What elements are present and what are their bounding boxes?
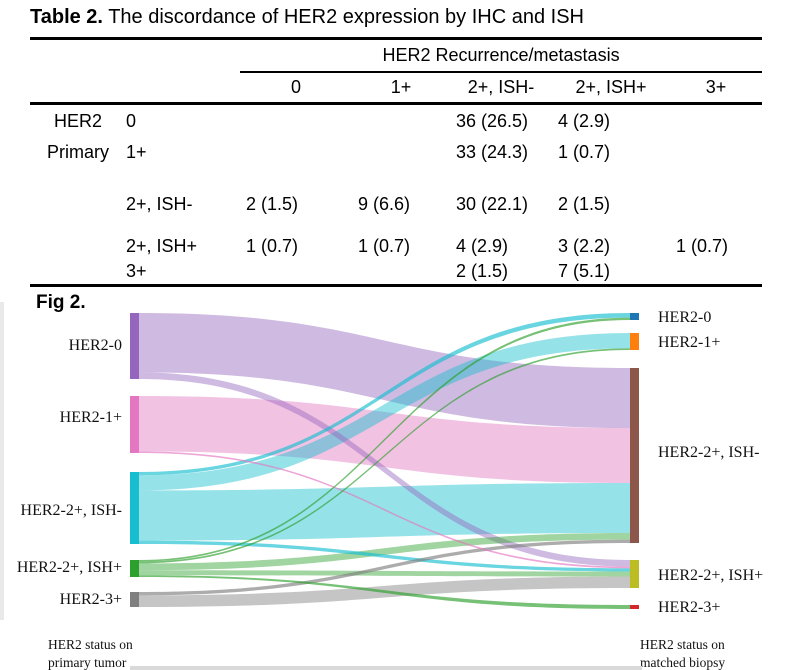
row-label-cell: 2+, ISH- [126,194,193,214]
table-cell: 3 (2.2) [558,236,611,256]
table-title: Table 2. The discordance of HER2 express… [30,6,584,29]
table-title-text: The discordance of HER2 expression by IH… [103,6,584,28]
header-spacer-cell [120,71,240,105]
right-axis-caption: HER2 status on matched biopsy [640,636,725,670]
column-header: 2+, ISH+ [552,71,670,105]
table-row: Primary 1+ 33 (24.3) 1 (0.7) [30,138,762,168]
sankey-link-HER2-2+, ISH+-to-HER2-1+ [139,348,630,564]
row-group-cell: Primary [47,142,109,162]
sankey-link-HER2-2+, ISH+-to-HER2-3+ [139,575,630,609]
table-row: HER2 0 36 (26.5) 4 (2.9) [30,104,762,138]
sankey-link-HER2-3+-to-HER2-2+, ISH- [139,539,630,596]
table-number: Table 2. [30,6,103,28]
sankey-link-HER2-0-to-HER2-2+, ISH- [139,313,630,428]
row-label-cell: 0 [126,110,137,131]
sankey-node-right-HER2-1+ [630,333,639,350]
table-cell: 1 (0.7) [676,236,729,256]
left-axis-caption-line2: primary tumor [48,654,127,670]
cropped-edge-artifact-left [0,302,4,620]
column-header: 0 [240,71,352,105]
sankey-node-right-HER2-2+, ISH- [630,368,639,543]
right-node-label-her2-2plus-ish-neg: HER2-2+, ISH- [658,444,760,461]
left-node-label-her2-0: HER2-0 [68,337,122,354]
sankey-link-HER2-2+, ISH--to-HER2-0 [139,313,630,476]
table-cell: 2 (1.5) [246,194,299,214]
cropped-edge-artifact-bottom [130,666,642,670]
column-header: 1+ [352,71,450,105]
sankey-link-HER2-2+, ISH--to-HER2-1+ [139,333,630,491]
column-header: 2+, ISH- [450,71,552,105]
sankey-node-left-HER2-1+ [130,396,139,453]
table-cell: 36 (26.5) [456,110,529,131]
sankey-node-left-HER2-2+, ISH+ [130,560,139,577]
table-row: 3+ 2 (1.5) 7 (5.1) [30,260,762,286]
right-node-label-her2-3plus: HER2-3+ [658,599,721,616]
row-label-cell: 2+, ISH+ [126,236,198,256]
left-node-label-her2-3plus: HER2-3+ [59,591,122,608]
right-node-label-her2-0: HER2-0 [658,309,712,326]
table-row: 2+, ISH- 2 (1.5) 9 (6.6) 30 (22.1) 2 (1.5) [30,190,762,220]
figure-label: Fig 2. [36,292,86,313]
left-axis-caption-line1: HER2 status on [48,637,133,652]
table-header-row: 0 1+ 2+, ISH- 2+, ISH+ 3+ [30,71,763,105]
table-cell: 1 (0.7) [558,142,611,162]
sankey-link-HER2-2+, ISH+-to-HER2-2+, ISH- [139,533,630,571]
table-cell: 1 (0.7) [358,236,411,256]
row-label-cell: 3+ [126,261,147,282]
sankey-node-right-HER2-3+ [630,605,639,609]
table-row: 2+, ISH+ 1 (0.7) 1 (0.7) 4 (2.9) 3 (2.2) 1 (0… [30,234,762,260]
table-cell: 4 (2.9) [558,110,611,131]
right-node-label-her2-1plus: HER2-1+ [658,334,721,351]
her2-discordance-table: HER2 Recurrence/metastasis 0 1+ 2+, ISH-… [30,37,763,287]
table-cell: 4 (2.9) [456,236,509,256]
sankey-link-HER2-2+, ISH+-to-HER2-2+, ISH+ [139,570,630,577]
right-axis-caption-line1: HER2 status on [640,637,725,652]
sankey-node-right-HER2-0 [630,313,639,320]
table-cell: 30 (22.1) [456,194,529,214]
table-cell: 9 (6.6) [358,194,411,214]
sankey-node-right-HER2-2+, ISH+ [630,560,639,588]
sankey-link-HER2-2+, ISH--to-HER2-2+, ISH- [139,483,630,541]
left-node-label-her2-2plus-ish-pos: HER2-2+, ISH+ [16,559,122,576]
left-axis-caption: HER2 status on primary tumor [48,636,133,670]
table-cell: 1 (0.7) [246,236,299,256]
sankey-link-HER2-2+, ISH+-to-HER2-0 [139,317,630,562]
table-cell: 7 (5.1) [558,261,611,282]
left-node-label-her2-2plus-ish-neg: HER2-2+, ISH- [20,502,122,519]
table-cell: 33 (24.3) [456,142,529,162]
sankey-link-HER2-1+-to-HER2-2+, ISH+ [139,451,630,569]
right-axis-caption-line2: matched biopsy [640,654,726,670]
row-label-cell: 1+ [126,142,147,162]
column-header: 3+ [670,71,763,105]
spanner-label: HER2 Recurrence/metastasis [240,38,763,73]
table-cell: 2 (1.5) [456,261,509,282]
sankey-link-HER2-0-to-HER2-2+, ISH+ [139,372,630,567]
right-node-label-her2-2plus-ish-pos: HER2-2+, ISH+ [658,567,764,584]
header-spacer-cell [30,71,120,105]
table-cell: 2 (1.5) [558,194,611,214]
row-group-cell: HER2 [53,110,102,131]
sankey-node-left-HER2-3+ [130,592,139,607]
sankey-node-left-HER2-0 [130,313,139,379]
table-spanner-row: HER2 Recurrence/metastasis [30,38,763,73]
sankey-node-left-HER2-2+, ISH- [130,472,139,544]
left-node-label-her2-1plus: HER2-1+ [59,409,122,426]
sankey-link-HER2-2+, ISH--to-HER2-2+, ISH+ [139,540,630,572]
